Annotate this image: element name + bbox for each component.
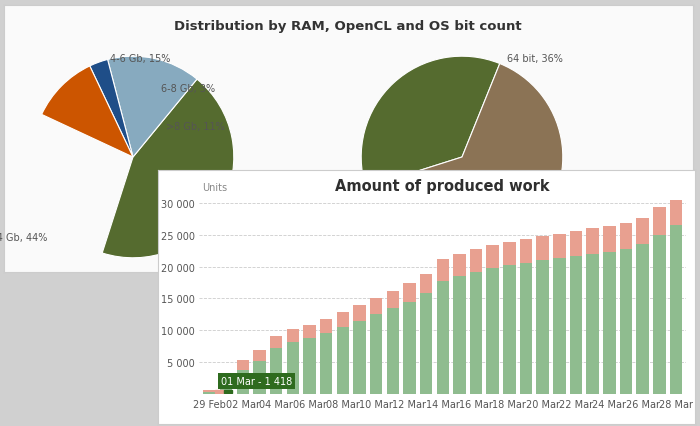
Bar: [520, 263, 532, 394]
Bar: [203, 390, 216, 392]
Bar: [286, 342, 299, 394]
Bar: [553, 259, 566, 394]
Bar: [403, 302, 416, 394]
Bar: [303, 338, 316, 394]
Bar: [670, 226, 682, 394]
Bar: [403, 283, 416, 302]
Bar: [225, 390, 232, 393]
Wedge shape: [32, 115, 133, 253]
Bar: [570, 256, 582, 394]
Bar: [386, 308, 399, 394]
Bar: [470, 249, 482, 272]
Wedge shape: [361, 57, 500, 188]
Bar: [603, 227, 615, 252]
Bar: [653, 208, 666, 235]
Bar: [320, 333, 332, 394]
Bar: [670, 197, 682, 226]
Bar: [520, 239, 532, 263]
Bar: [237, 360, 249, 370]
Bar: [286, 329, 299, 342]
Bar: [270, 348, 282, 394]
Bar: [354, 305, 365, 321]
Bar: [653, 235, 666, 394]
Bar: [203, 392, 216, 394]
Wedge shape: [366, 64, 563, 258]
Text: 6-8 Gb, 3%: 6-8 Gb, 3%: [161, 84, 215, 94]
Bar: [636, 245, 649, 394]
Bar: [420, 294, 433, 394]
Bar: [570, 231, 582, 256]
Title: Amount of produced work: Amount of produced work: [335, 178, 550, 193]
Bar: [370, 298, 382, 315]
Bar: [453, 276, 466, 394]
Bar: [220, 386, 232, 394]
Bar: [553, 235, 566, 259]
Bar: [354, 321, 365, 394]
Bar: [503, 242, 516, 266]
Bar: [320, 319, 332, 333]
Bar: [386, 291, 399, 308]
Bar: [216, 390, 223, 393]
Wedge shape: [108, 57, 197, 158]
Bar: [636, 218, 649, 245]
Bar: [470, 272, 482, 394]
Wedge shape: [102, 80, 234, 258]
Bar: [486, 269, 499, 394]
Bar: [337, 327, 349, 394]
Bar: [620, 250, 632, 394]
Bar: [253, 361, 266, 394]
Text: Distribution by RAM, OpenCL and OS bit count: Distribution by RAM, OpenCL and OS bit c…: [174, 20, 522, 33]
Text: 64 bit, 36%: 64 bit, 36%: [508, 54, 564, 64]
Bar: [437, 281, 449, 394]
Text: Units: Units: [202, 182, 227, 193]
Wedge shape: [41, 67, 133, 158]
Bar: [220, 377, 232, 386]
Bar: [370, 315, 382, 394]
Bar: [270, 336, 282, 348]
Bar: [337, 312, 349, 327]
Wedge shape: [90, 60, 133, 158]
Bar: [486, 245, 499, 269]
Text: 4-6 Gb, 15%: 4-6 Gb, 15%: [111, 54, 171, 64]
Bar: [253, 350, 266, 361]
Bar: [420, 274, 433, 294]
Bar: [437, 259, 449, 281]
Bar: [503, 266, 516, 394]
Bar: [587, 254, 599, 394]
Text: 2-4 Gb, 44%: 2-4 Gb, 44%: [0, 233, 47, 242]
Bar: [620, 224, 632, 250]
Bar: [587, 229, 599, 254]
Bar: [536, 261, 549, 394]
Bar: [237, 370, 249, 394]
Text: 01 Mar - 1 418: 01 Mar - 1 418: [220, 377, 292, 386]
Bar: [303, 325, 316, 338]
Bar: [603, 252, 615, 394]
Bar: [453, 254, 466, 276]
Bar: [536, 236, 549, 261]
Text: >8 Gb, 11%: >8 Gb, 11%: [166, 122, 225, 132]
